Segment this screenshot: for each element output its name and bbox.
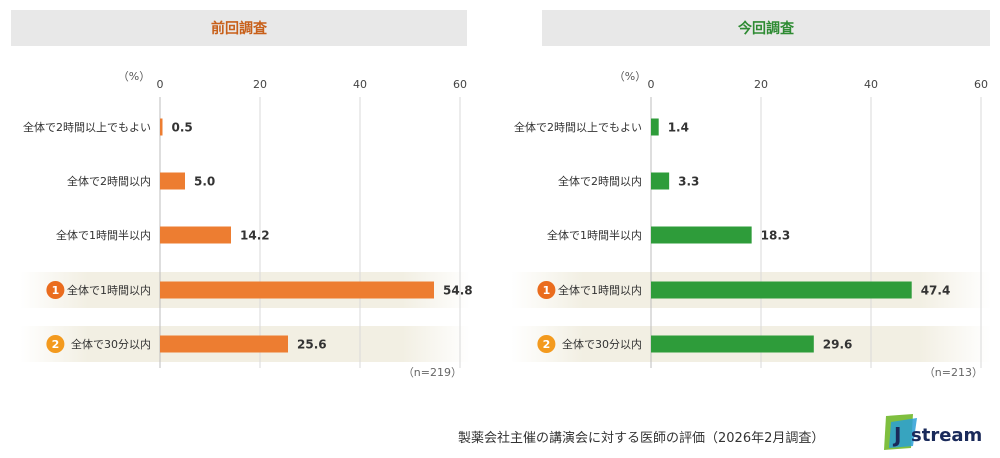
previous-x-tick-label: 20 <box>253 78 267 91</box>
current-bar <box>651 118 659 136</box>
previous-category-label: 全体で1時間半以内 <box>56 228 151 242</box>
current-bar <box>651 335 814 353</box>
current-rank-number: 2 <box>543 338 551 351</box>
previous-bar-value: 25.6 <box>297 338 327 352</box>
previous-bar-value: 5.0 <box>194 175 215 189</box>
current-sample-size: （n=213） <box>924 366 983 379</box>
jstream-logo: J stream <box>884 414 982 450</box>
previous-bar <box>160 172 185 190</box>
previous-rank-badge <box>46 335 65 353</box>
previous-bar <box>160 118 163 136</box>
previous-x-tick-label: 60 <box>453 78 467 91</box>
previous-category-label: 全体で2時間以内 <box>67 174 151 188</box>
current-category-label: 全体で2時間以内 <box>558 174 642 188</box>
footer-caption: 製薬会社主催の講演会に対する医師の評価（2026年2月調査） <box>458 431 825 446</box>
current-survey-title: 今回調査 <box>738 21 794 37</box>
current-x-tick-label: 60 <box>974 78 988 91</box>
previous-category-label: 全体で2時間以上でもよい <box>23 120 151 134</box>
previous-sample-size: （n=219） <box>403 366 462 379</box>
current-bar <box>651 281 912 299</box>
previous-bar <box>160 226 231 244</box>
current-x-tick-label: 20 <box>754 78 768 91</box>
current-bar <box>651 172 670 190</box>
previous-bar-value: 0.5 <box>172 121 193 135</box>
previous-x-tick-label: 0 <box>157 78 164 91</box>
previous-bar-value: 54.8 <box>443 284 473 298</box>
current-rank-number: 1 <box>543 284 551 297</box>
previous-bar <box>160 281 434 299</box>
current-unit-label: （%） <box>614 70 646 83</box>
current-rank-badge <box>537 281 556 299</box>
current-category-label: 全体で2時間以上でもよい <box>514 120 642 134</box>
current-category-label: 全体で1時間半以内 <box>547 228 642 242</box>
current-rank-badge <box>537 335 556 353</box>
previous-category-label: 全体で1時間以内 <box>67 283 151 297</box>
svg-text:stream: stream <box>911 425 982 446</box>
previous-rank-number: 2 <box>52 338 60 351</box>
current-category-label: 全体で30分以内 <box>562 337 642 351</box>
svg-text:J: J <box>892 423 901 447</box>
current-bar-value: 18.3 <box>761 229 791 243</box>
previous-survey-title: 前回調査 <box>211 21 267 37</box>
previous-unit-label: （%） <box>118 70 150 83</box>
previous-category-label: 全体で30分以内 <box>71 337 151 351</box>
current-x-tick-label: 0 <box>648 78 655 91</box>
previous-bar-value: 14.2 <box>240 229 270 243</box>
current-x-tick-label: 40 <box>864 78 878 91</box>
previous-survey-header: 前回調査 <box>11 10 467 46</box>
current-bar-value: 47.4 <box>921 284 951 298</box>
current-bar-value: 3.3 <box>678 175 699 189</box>
previous-x-tick-label: 40 <box>353 78 367 91</box>
previous-rank-number: 1 <box>52 284 60 297</box>
previous-rank-badge <box>46 281 65 299</box>
previous-bar <box>160 335 288 353</box>
current-bar-value: 29.6 <box>823 338 853 352</box>
current-bar-value: 1.4 <box>668 121 689 135</box>
current-category-label: 全体で1時間以内 <box>558 283 642 297</box>
current-bar <box>651 226 752 244</box>
current-survey-header: 今回調査 <box>542 10 990 46</box>
